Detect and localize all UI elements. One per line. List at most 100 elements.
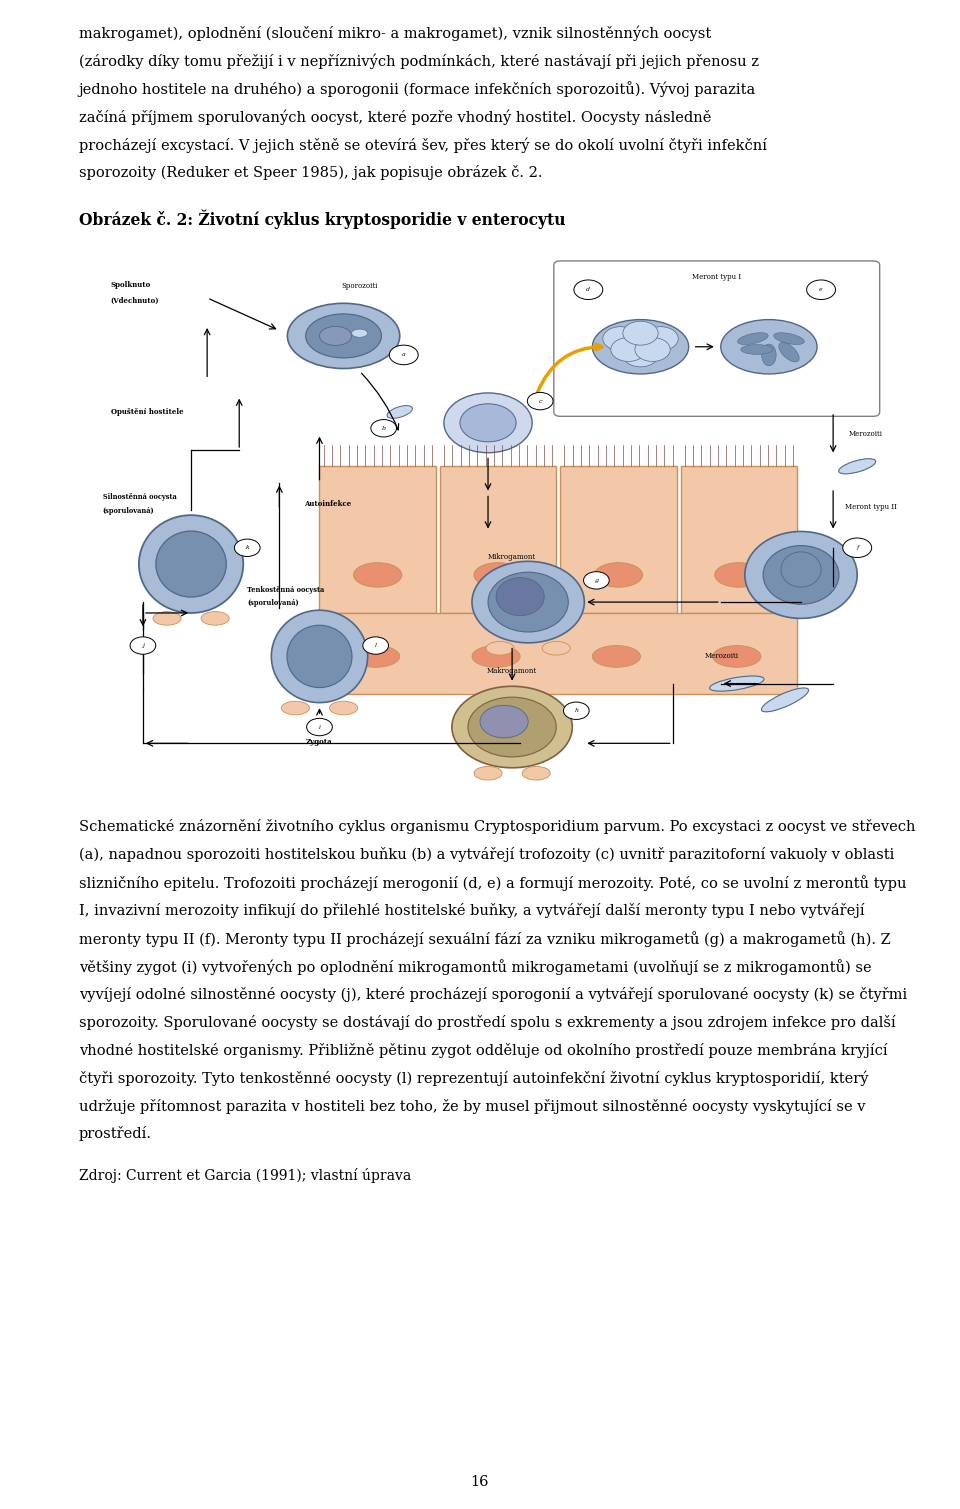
Text: Meront typu II: Meront typu II	[845, 502, 897, 512]
Text: makrogamet), oplodnění (sloučení mikro- a makrogamet), vznik silnostěnných oocys: makrogamet), oplodnění (sloučení mikro- …	[79, 26, 711, 41]
Ellipse shape	[745, 531, 857, 619]
Ellipse shape	[522, 767, 550, 780]
Ellipse shape	[763, 546, 839, 604]
Ellipse shape	[353, 563, 401, 587]
Text: j: j	[142, 643, 144, 647]
Ellipse shape	[761, 344, 776, 365]
Text: většiny zygot (i) vytvořených po oplodnění mikrogamontů mikrogametami (uvolňují : většiny zygot (i) vytvořených po oplodně…	[79, 960, 872, 975]
Text: Silnostěnná oocysta: Silnostěnná oocysta	[103, 493, 177, 501]
Ellipse shape	[715, 563, 763, 587]
Ellipse shape	[272, 610, 368, 703]
Ellipse shape	[472, 561, 585, 643]
Text: k: k	[246, 545, 250, 551]
Ellipse shape	[496, 578, 544, 616]
Circle shape	[371, 420, 396, 438]
Text: d: d	[587, 287, 590, 293]
Ellipse shape	[201, 611, 229, 625]
Text: e: e	[819, 287, 823, 293]
Text: Merozoiti: Merozoiti	[705, 652, 738, 661]
Circle shape	[806, 281, 835, 299]
Text: i: i	[319, 724, 321, 729]
Ellipse shape	[839, 459, 876, 474]
Circle shape	[574, 281, 603, 299]
Text: Opuštění hostitele: Opuštění hostitele	[110, 407, 183, 416]
Circle shape	[635, 338, 670, 362]
Circle shape	[480, 705, 528, 738]
Ellipse shape	[774, 332, 804, 344]
Ellipse shape	[351, 329, 368, 337]
Ellipse shape	[721, 320, 817, 374]
Text: l: l	[374, 643, 376, 647]
Text: h: h	[574, 708, 578, 714]
Text: Sporozoiti: Sporozoiti	[342, 282, 378, 290]
Text: čtyři sporozoity. Tyto tenkostěnné oocysty (l) reprezentují autoinfekční životní: čtyři sporozoity. Tyto tenkostěnné oocys…	[79, 1071, 868, 1086]
Text: Zdroj: Current et Garcia (1991); vlastní úprava: Zdroj: Current et Garcia (1991); vlastní…	[79, 1168, 411, 1183]
Circle shape	[623, 321, 659, 346]
Text: Spolknuto: Spolknuto	[110, 281, 151, 290]
Text: jednoho hostitele na druhého) a sporogonii (formace infekčních sporozoitů). Vývo: jednoho hostitele na druhého) a sporogon…	[79, 81, 756, 98]
Ellipse shape	[305, 314, 381, 358]
Circle shape	[584, 572, 610, 589]
Ellipse shape	[281, 702, 309, 715]
Text: b: b	[382, 426, 386, 430]
Text: Schematické znázornění životního cyklus organismu Cryptosporidium parvum. Po exc: Schematické znázornění životního cyklus …	[79, 819, 915, 834]
Bar	[440, 466, 556, 613]
Text: (Vdechnuto): (Vdechnuto)	[110, 297, 159, 305]
Ellipse shape	[351, 646, 399, 667]
Circle shape	[390, 346, 419, 365]
Circle shape	[623, 343, 659, 367]
Text: Zygota: Zygota	[306, 738, 333, 745]
Circle shape	[452, 687, 572, 768]
Text: sporozoity (Reduker et Speer 1985), jak popisuje obrázek č. 2.: sporozoity (Reduker et Speer 1985), jak …	[79, 164, 542, 180]
Circle shape	[306, 718, 332, 736]
Ellipse shape	[781, 552, 821, 587]
Ellipse shape	[592, 320, 688, 374]
Ellipse shape	[737, 332, 768, 344]
Bar	[681, 466, 797, 613]
Ellipse shape	[287, 625, 352, 688]
Circle shape	[527, 392, 553, 410]
Circle shape	[234, 539, 260, 557]
Text: 16: 16	[470, 1476, 490, 1489]
Ellipse shape	[542, 641, 570, 655]
Text: sporozoity. Sporulované oocysty se dostávají do prostředí spolu s exkrementy a j: sporozoity. Sporulované oocysty se dostá…	[79, 1014, 896, 1029]
Circle shape	[460, 404, 516, 442]
Text: Merozoiti: Merozoiti	[850, 430, 883, 438]
Text: vhodné hostitelské organismy. Přibližně pětinu zygot odděluje od okolního prostř: vhodné hostitelské organismy. Přibližně …	[79, 1043, 887, 1058]
Ellipse shape	[488, 572, 568, 632]
Circle shape	[843, 539, 872, 557]
Text: procházejí excystací. V jejich stěně se otevírá šev, přes který se do okolí uvol: procházejí excystací. V jejich stěně se …	[79, 137, 767, 152]
Ellipse shape	[741, 344, 773, 355]
Ellipse shape	[486, 641, 515, 655]
Circle shape	[363, 637, 389, 655]
Ellipse shape	[761, 688, 808, 712]
Text: začíná příjmem sporulovaných oocyst, které pozře vhodný hostitel. Oocysty násled: začíná příjmem sporulovaných oocyst, kte…	[79, 109, 711, 125]
Text: (zárodky díky tomu přežijí i v nepříznivých podmínkách, které nastávají při jeji: (zárodky díky tomu přežijí i v nepřízniv…	[79, 54, 758, 69]
Text: udržuje přítomnost parazita v hostiteli bez toho, že by musel přijmout silnostěn: udržuje přítomnost parazita v hostiteli …	[79, 1099, 865, 1114]
Ellipse shape	[387, 406, 413, 418]
Ellipse shape	[156, 531, 227, 598]
FancyBboxPatch shape	[554, 261, 879, 416]
Text: I, invazivní merozoity infikují do přilehlé hostitelské buňky, a vytvářejí další: I, invazivní merozoity infikují do přile…	[79, 902, 864, 917]
Text: c: c	[539, 398, 542, 403]
Ellipse shape	[712, 646, 761, 667]
Ellipse shape	[139, 515, 243, 613]
Ellipse shape	[474, 563, 522, 587]
Text: slizničního epitelu. Trofozoiti procházejí merogonií (d, e) a formují merozoity.: slizničního epitelu. Trofozoiti procháze…	[79, 875, 906, 892]
Text: Autoinfekce: Autoinfekce	[304, 501, 351, 509]
Circle shape	[468, 697, 556, 758]
Text: (sporulovaná): (sporulovaná)	[248, 599, 299, 608]
Text: a: a	[402, 353, 406, 358]
Text: Makrogamont: Makrogamont	[487, 667, 538, 676]
Ellipse shape	[592, 646, 640, 667]
Circle shape	[603, 326, 638, 350]
Bar	[561, 466, 677, 613]
Circle shape	[611, 338, 646, 362]
Text: (a), napadnou sporozoiti hostitelskou buňku (b) a vytvářejí trofozoity (c) uvnit: (a), napadnou sporozoiti hostitelskou bu…	[79, 847, 894, 862]
Circle shape	[444, 392, 532, 453]
Text: Obrázek č. 2: Životní cyklus kryptosporidie v enterocytu: Obrázek č. 2: Životní cyklus kryptospori…	[79, 210, 565, 229]
Text: g: g	[594, 578, 598, 582]
Bar	[320, 466, 436, 613]
Ellipse shape	[287, 303, 399, 368]
Circle shape	[643, 326, 678, 350]
